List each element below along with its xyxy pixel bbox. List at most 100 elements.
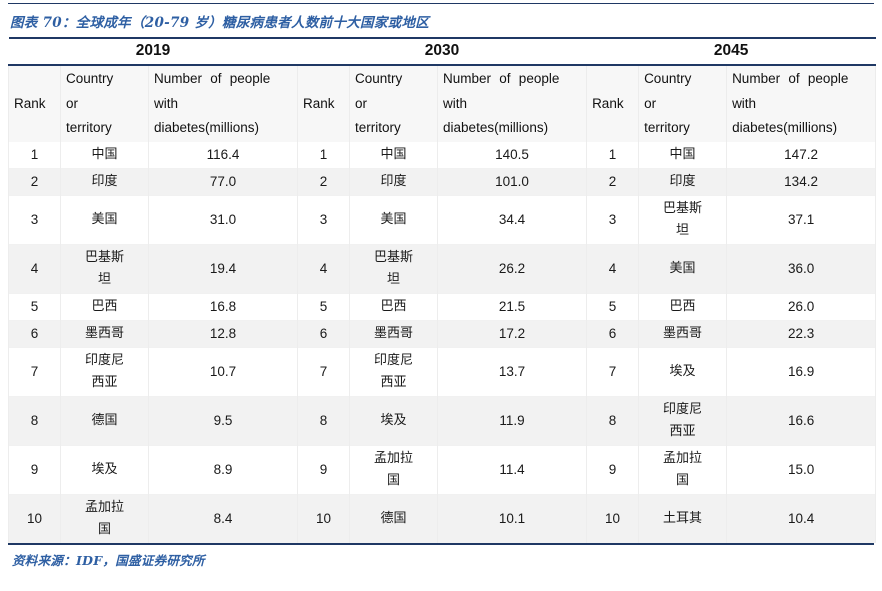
country-cell: 印度尼 西亚 [349,347,438,397]
value-cell: 19.4 [147,244,298,294]
value-cell: 10.7 [147,347,298,397]
value-cell: 147.2 [726,141,877,169]
country-cell: 印度 [638,168,727,196]
year-header-2030: 2030 [297,37,587,66]
rank-cell: 2 [297,168,350,196]
value-cell: 16.8 [147,293,298,321]
country-cell: 埃及 [60,445,149,495]
country-cell: 印度尼 西亚 [638,396,727,446]
value-cell: 134.2 [726,168,877,196]
country-column-header: Country or territory [60,65,149,142]
country-column-header: Country or territory [349,65,438,142]
source-note: 资料来源：IDF，国盛证券研究所 [8,543,874,569]
country-cell: 孟加拉 国 [349,445,438,495]
top-divider [8,3,874,4]
report-figure: 图表 70：全球成年（20-79 岁）糖尿病患者人数前十大国家或地区 2019 … [8,3,877,569]
rank-cell: 1 [586,141,639,169]
country-cell: 中国 [638,141,727,169]
table-row: 3 美国 31.0 3 美国 34.4 3 巴基斯 坦 37.1 [8,195,877,245]
value-cell: 116.4 [147,141,298,169]
country-cell: 巴基斯 坦 [60,244,149,294]
rank-cell: 4 [586,244,639,294]
rank-cell: 3 [297,195,350,245]
country-cell: 中国 [60,141,149,169]
country-cell: 美国 [60,195,149,245]
rank-cell: 8 [297,396,350,446]
table-row: 1 中国 116.4 1 中国 140.5 1 中国 147.2 [8,141,877,169]
value-cell: 15.0 [726,445,877,495]
table-row: 5 巴西 16.8 5 巴西 21.5 5 巴西 26.0 [8,293,877,321]
rank-cell: 5 [8,293,61,321]
rank-cell: 10 [8,494,61,543]
rank-cell: 8 [8,396,61,446]
value-cell: 16.6 [726,396,877,446]
country-cell: 墨西哥 [349,320,438,348]
table-body: 1 中国 116.4 1 中国 140.5 1 中国 147.2 2 印度 77.0 2 印度 101.0 2… [8,141,877,543]
value-cell: 13.7 [437,347,587,397]
rank-cell: 8 [586,396,639,446]
rank-cell: 2 [586,168,639,196]
country-cell: 孟加拉 国 [638,445,727,495]
column-header-row: Rank Country or territory Number of peop… [8,65,877,142]
country-cell: 中国 [349,141,438,169]
rank-cell: 2 [8,168,61,196]
country-cell: 孟加拉 国 [60,494,149,543]
country-cell: 美国 [638,244,727,294]
value-cell: 22.3 [726,320,877,348]
value-cell: 37.1 [726,195,877,245]
value-cell: 11.4 [437,445,587,495]
number-column-header: Number of people with diabetes(millions) [147,65,298,142]
country-cell: 埃及 [638,347,727,397]
value-cell: 21.5 [437,293,587,321]
rank-cell: 9 [8,445,61,495]
figure-title: 图表 70：全球成年（20-79 岁）糖尿病患者人数前十大国家或地区 [10,15,430,31]
country-cell: 巴西 [60,293,149,321]
value-cell: 26.2 [437,244,587,294]
value-cell: 77.0 [147,168,298,196]
table-row: 2 印度 77.0 2 印度 101.0 2 印度 134.2 [8,168,877,196]
country-cell: 巴西 [638,293,727,321]
value-cell: 16.9 [726,347,877,397]
year-header-row: 2019 2030 2045 [8,37,876,66]
value-cell: 12.8 [147,320,298,348]
table-row: 4 巴基斯 坦 19.4 4 巴基斯 坦 26.2 4 美国 36.0 [8,244,877,294]
value-cell: 9.5 [147,396,298,446]
value-cell: 101.0 [437,168,587,196]
table-row: 6 墨西哥 12.8 6 墨西哥 17.2 6 墨西哥 22.3 [8,320,877,348]
rank-cell: 10 [586,494,639,543]
rank-cell: 5 [297,293,350,321]
rank-cell: 7 [8,347,61,397]
country-cell: 墨西哥 [60,320,149,348]
rank-cell: 10 [297,494,350,543]
rank-cell: 6 [586,320,639,348]
country-cell: 印度 [349,168,438,196]
rank-cell: 6 [8,320,61,348]
rank-cell: 7 [586,347,639,397]
diabetes-table: 2019 2030 2045 Rank Country or territory… [8,37,877,543]
value-cell: 36.0 [726,244,877,294]
rank-cell: 5 [586,293,639,321]
rank-cell: 1 [297,141,350,169]
country-column-header: Country or territory [638,65,727,142]
rank-cell: 3 [586,195,639,245]
rank-cell: 4 [297,244,350,294]
country-cell: 印度尼 西亚 [60,347,149,397]
value-cell: 10.1 [437,494,587,543]
value-cell: 8.4 [147,494,298,543]
country-cell: 巴西 [349,293,438,321]
rank-cell: 3 [8,195,61,245]
rank-cell: 6 [297,320,350,348]
country-cell: 巴基斯 坦 [638,195,727,245]
value-cell: 10.4 [726,494,877,543]
country-cell: 美国 [349,195,438,245]
number-column-header: Number of people with diabetes(millions) [437,65,587,142]
value-cell: 26.0 [726,293,877,321]
country-cell: 德国 [349,494,438,543]
year-header-2045: 2045 [586,37,876,66]
rank-cell: 4 [8,244,61,294]
rank-cell: 9 [297,445,350,495]
value-cell: 140.5 [437,141,587,169]
number-column-header: Number of people with diabetes(millions) [726,65,877,142]
rank-column-header: Rank [297,65,350,142]
rank-column-header: Rank [586,65,639,142]
